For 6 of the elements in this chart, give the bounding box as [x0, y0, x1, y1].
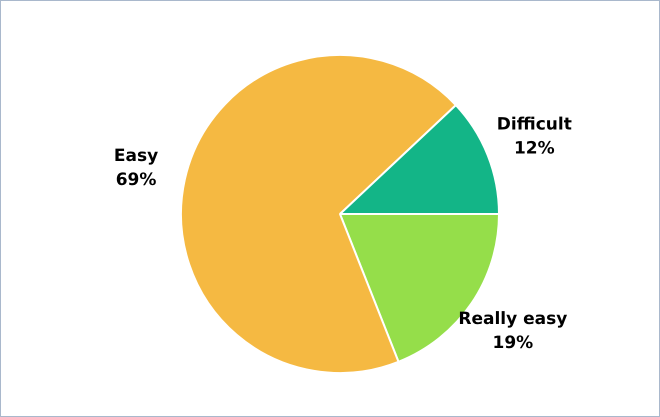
slice-label: Easy — [114, 146, 158, 166]
slice-label: Difficult — [496, 114, 572, 134]
data-label: 69% — [116, 170, 156, 190]
slice-label: Really easy — [458, 308, 568, 329]
data-label: 12% — [514, 138, 555, 158]
data-label: 19% — [492, 332, 534, 353]
